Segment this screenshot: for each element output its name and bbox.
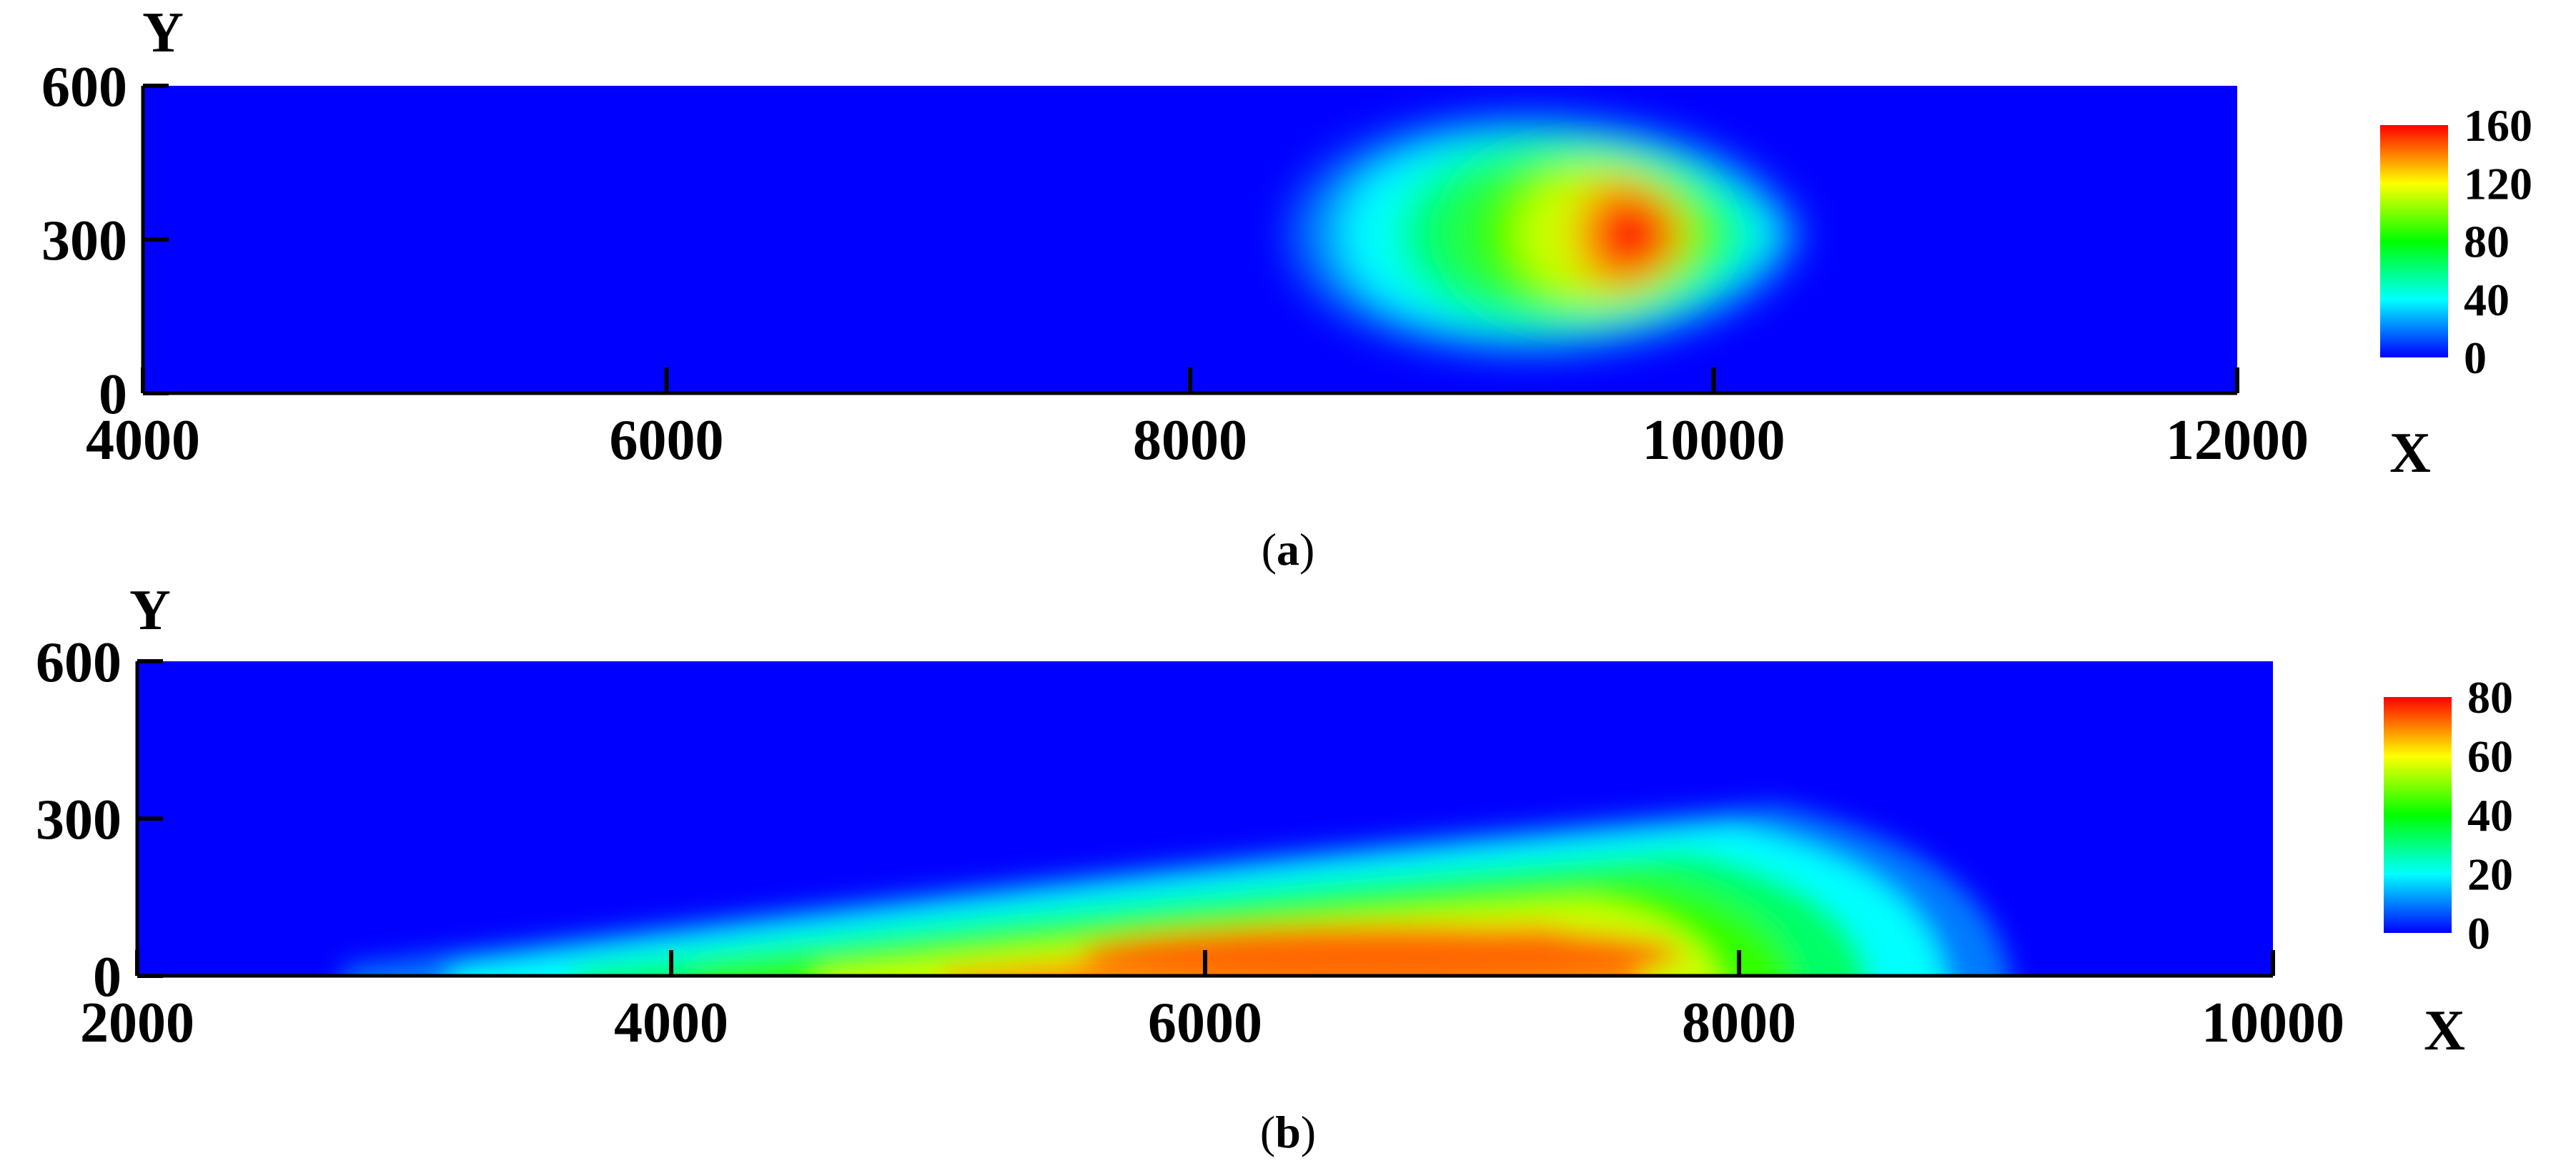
- x-tick-label-b-3: 8000: [1682, 992, 1796, 1054]
- axes-a: 4000 6000 8000 10000 12000 0 300 600: [41, 56, 2309, 472]
- x-tick-label-b-0: 2000: [80, 992, 194, 1054]
- colorbar-tick-label-b-0: 0: [2467, 908, 2490, 959]
- y-tick-label-b-1: 300: [36, 789, 122, 851]
- colorbar-tick-label-a-2: 80: [2464, 217, 2510, 267]
- colorbar-gradient-a: [2380, 125, 2448, 357]
- colorbar-tick-label-b-3: 60: [2467, 731, 2513, 782]
- y-tick-label-a-1: 300: [41, 209, 127, 272]
- x-tick-label-a-3: 10000: [1643, 409, 1785, 472]
- y-tick-label-b-0: 0: [93, 946, 122, 1009]
- colorbar-tick-label-b-1: 20: [2467, 849, 2513, 900]
- panel-caption-b: (b): [1260, 1107, 1316, 1157]
- heatmap-field-b: [342, 805, 2011, 976]
- colorbar-tick-label-a-4: 160: [2464, 100, 2532, 151]
- panel-a: 4000 6000 8000 10000 12000 0 300 600 0 40 80 120 16…: [41, 1, 2532, 575]
- colorbar-tick-label-b-2: 40: [2467, 790, 2513, 841]
- axis-label-y-b: Y: [129, 579, 171, 642]
- y-tick-label-a-2: 600: [41, 56, 127, 119]
- plot-area-a: [143, 86, 2237, 393]
- x-tick-label-a-0: 4000: [86, 409, 200, 472]
- colorbar-tick-label-a-0: 0: [2464, 332, 2487, 383]
- x-tick-label-a-1: 6000: [610, 409, 724, 472]
- colorbar-tick-label-a-3: 120: [2464, 158, 2532, 209]
- heat-peak-a: [1592, 191, 1679, 278]
- colorbar-a: 0 40 80 120 160: [2380, 100, 2532, 383]
- x-tick-label-a-2: 8000: [1133, 409, 1247, 472]
- axis-label-x-a: X: [2389, 422, 2431, 485]
- heatmap-contours-b: [342, 805, 2011, 976]
- axis-label-y-a: Y: [142, 1, 184, 64]
- colorbar-tick-label-b-4: 80: [2467, 672, 2513, 723]
- x-tick-label-a-4: 12000: [2166, 409, 2309, 472]
- colorbar-b: 0 20 40 60 80: [2384, 672, 2513, 959]
- heatmap-contours-a: [1289, 117, 1805, 351]
- y-tick-label-b-2: 600: [36, 631, 122, 694]
- colorbar-tick-label-a-1: 40: [2464, 275, 2510, 325]
- x-tick-label-b-1: 4000: [614, 992, 728, 1054]
- axes-b: 2000 4000 6000 8000 10000 0 300 600: [36, 631, 2344, 1054]
- x-tick-label-b-4: 10000: [2201, 992, 2344, 1054]
- panel-caption-a: (a): [1262, 524, 1315, 575]
- axis-label-x-b: X: [2424, 999, 2465, 1062]
- heatmap-field-a: [1289, 117, 1805, 351]
- colorbar-gradient-b: [2384, 697, 2452, 933]
- panel-b: 2000 4000 6000 8000 10000 0 300 600 0 20 40 60 80 Y…: [36, 579, 2513, 1157]
- x-tick-label-b-2: 6000: [1148, 992, 1262, 1054]
- heat-peak-b: [1081, 926, 1682, 976]
- y-tick-label-a-0: 0: [99, 363, 127, 426]
